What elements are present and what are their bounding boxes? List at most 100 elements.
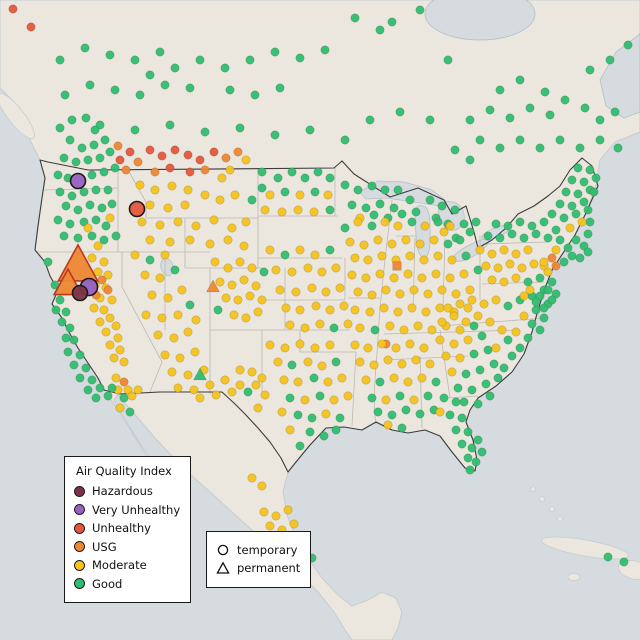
- aqi-marker-usg[interactable]: [200, 165, 210, 175]
- aqi-marker-moderate[interactable]: [257, 481, 267, 491]
- aqi-marker-good[interactable]: [83, 385, 93, 395]
- aqi-marker-good[interactable]: [67, 115, 77, 125]
- aqi-marker-good[interactable]: [547, 209, 557, 219]
- aqi-marker-moderate[interactable]: [353, 287, 363, 297]
- aqi-marker-good[interactable]: [567, 175, 577, 185]
- aqi-marker-moderate[interactable]: [103, 270, 113, 280]
- aqi-marker-moderate[interactable]: [511, 327, 521, 337]
- aqi-marker-good[interactable]: [165, 120, 175, 130]
- aqi-marker-moderate[interactable]: [565, 223, 575, 233]
- aqi-marker-moderate[interactable]: [140, 270, 150, 280]
- aqi-marker-good[interactable]: [80, 43, 90, 53]
- aqi-marker-moderate[interactable]: [295, 305, 305, 315]
- aqi-marker-good[interactable]: [59, 231, 69, 241]
- aqi-marker-moderate[interactable]: [265, 521, 275, 531]
- aqi-marker-good[interactable]: [461, 251, 471, 261]
- aqi-marker-moderate[interactable]: [217, 173, 227, 183]
- aqi-marker-good[interactable]: [65, 219, 75, 229]
- aqi-marker-moderate[interactable]: [395, 289, 405, 299]
- aqi-marker-moderate[interactable]: [253, 403, 263, 413]
- aqi-marker-good[interactable]: [465, 465, 475, 475]
- aqi-marker-good[interactable]: [525, 103, 535, 113]
- aqi-marker-good[interactable]: [75, 350, 85, 360]
- aqi-marker-good[interactable]: [185, 83, 195, 93]
- aqi-marker-moderate[interactable]: [260, 390, 270, 400]
- aqi-marker-moderate[interactable]: [293, 205, 303, 215]
- aqi-marker-good[interactable]: [583, 229, 593, 239]
- aqi-marker-moderate[interactable]: [417, 273, 427, 283]
- aqi-marker-moderate[interactable]: [321, 287, 331, 297]
- aqi-marker-good[interactable]: [473, 265, 483, 275]
- aqi-marker-moderate[interactable]: [111, 373, 121, 383]
- aqi-marker-moderate[interactable]: [167, 367, 177, 377]
- aqi-marker-good[interactable]: [280, 187, 290, 197]
- aqi-marker-good[interactable]: [87, 170, 97, 180]
- aqi-marker-moderate[interactable]: [173, 310, 183, 320]
- aqi-marker-moderate[interactable]: [423, 289, 433, 299]
- aqi-marker-good[interactable]: [280, 250, 290, 260]
- aqi-marker-moderate[interactable]: [295, 245, 305, 255]
- aqi-marker-good[interactable]: [100, 135, 110, 145]
- aqi-marker-good[interactable]: [461, 369, 471, 379]
- aqi-marker-moderate[interactable]: [230, 190, 240, 200]
- aqi-marker-moderate[interactable]: [133, 385, 143, 395]
- aqi-marker-good[interactable]: [365, 115, 375, 125]
- aqi-marker-moderate[interactable]: [223, 235, 233, 245]
- aqi-marker-moderate[interactable]: [251, 281, 261, 291]
- aqi-marker-moderate[interactable]: [369, 360, 379, 370]
- aqi-marker-moderate[interactable]: [435, 335, 445, 345]
- aqi-marker-moderate[interactable]: [310, 250, 320, 260]
- aqi-marker-moderate[interactable]: [189, 385, 199, 395]
- aqi-marker-moderate[interactable]: [115, 403, 125, 413]
- aqi-marker-moderate[interactable]: [119, 357, 129, 367]
- aqi-marker-good[interactable]: [370, 325, 380, 335]
- aqi-marker-good[interactable]: [81, 363, 91, 373]
- aqi-marker-good[interactable]: [393, 185, 403, 195]
- aqi-marker-good[interactable]: [350, 13, 360, 23]
- aqi-marker-moderate[interactable]: [350, 340, 360, 350]
- aqi-marker-good[interactable]: [415, 409, 425, 419]
- aqi-marker-good[interactable]: [527, 319, 537, 329]
- aqi-marker-usg[interactable]: [119, 377, 129, 387]
- aqi-marker-moderate[interactable]: [445, 273, 455, 283]
- aqi-marker-good[interactable]: [340, 180, 350, 190]
- aqi-marker-usg[interactable]: [121, 165, 131, 175]
- aqi-marker-good[interactable]: [331, 425, 341, 435]
- aqi-marker-good[interactable]: [503, 221, 513, 231]
- aqi-marker-good[interactable]: [579, 177, 589, 187]
- aqi-marker-good[interactable]: [193, 367, 207, 381]
- aqi-marker-good[interactable]: [287, 167, 297, 177]
- aqi-marker-moderate[interactable]: [135, 180, 145, 190]
- aqi-marker-moderate[interactable]: [337, 373, 347, 383]
- aqi-marker-good[interactable]: [99, 235, 109, 245]
- aqi-marker-good[interactable]: [325, 173, 335, 183]
- aqi-marker-good[interactable]: [125, 407, 135, 417]
- aqi-marker-good[interactable]: [507, 229, 517, 239]
- aqi-marker-good[interactable]: [335, 413, 345, 423]
- aqi-marker-good[interactable]: [563, 243, 573, 253]
- aqi-marker-moderate[interactable]: [435, 303, 445, 313]
- aqi-marker-moderate[interactable]: [401, 235, 411, 245]
- aqi-marker-good[interactable]: [475, 365, 485, 375]
- aqi-marker-good[interactable]: [573, 189, 583, 199]
- aqi-marker-moderate[interactable]: [233, 295, 243, 305]
- aqi-marker-good[interactable]: [259, 267, 269, 277]
- aqi-marker-moderate[interactable]: [295, 339, 305, 349]
- aqi-marker-good[interactable]: [235, 123, 245, 133]
- aqi-marker-good[interactable]: [85, 200, 95, 210]
- aqi-marker-moderate[interactable]: [307, 283, 317, 293]
- aqi-marker-moderate[interactable]: [419, 343, 429, 353]
- aqi-marker-good[interactable]: [73, 205, 83, 215]
- aqi-marker-moderate[interactable]: [303, 357, 313, 367]
- aqi-marker-good[interactable]: [367, 393, 377, 403]
- aqi-marker-good[interactable]: [55, 55, 65, 65]
- aqi-marker-moderate[interactable]: [293, 377, 303, 387]
- aqi-marker-good[interactable]: [489, 359, 499, 369]
- aqi-marker-good[interactable]: [451, 425, 461, 435]
- aqi-marker-moderate[interactable]: [393, 221, 403, 231]
- aqi-marker-good[interactable]: [507, 351, 517, 361]
- aqi-marker-moderate[interactable]: [383, 355, 393, 365]
- aqi-marker-moderate[interactable]: [93, 267, 103, 277]
- aqi-marker-moderate[interactable]: [325, 305, 335, 315]
- aqi-marker-moderate[interactable]: [190, 347, 200, 357]
